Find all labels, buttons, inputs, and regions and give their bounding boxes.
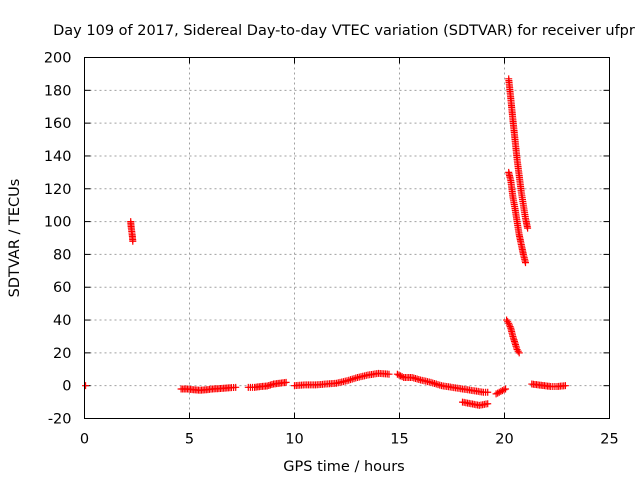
series-decay-20.2-21.0h [505, 168, 529, 267]
x-axis-label: GPS time / hours [283, 459, 404, 475]
data-point [502, 385, 510, 393]
y-tick-label: 200 [44, 51, 72, 67]
x-tick-label: 0 [80, 432, 89, 448]
series-segment-19.6-20.1h [492, 385, 510, 398]
series-dip-18-19.2h [459, 398, 492, 409]
x-tick-label: 10 [285, 432, 303, 448]
data-point [561, 382, 569, 390]
series-drop-20.1-20.7h [503, 316, 523, 357]
data-point [398, 373, 406, 381]
data-point [524, 224, 532, 232]
y-tick-label: 40 [53, 313, 71, 329]
data-point [395, 371, 403, 379]
x-tick-label: 5 [185, 432, 194, 448]
plot-frame [84, 57, 610, 419]
chart-title: Day 109 of 2017, Sidereal Day-to-day VTE… [53, 23, 635, 39]
data-point [514, 347, 522, 355]
data-point [232, 383, 240, 391]
data-point [522, 259, 529, 267]
axis-ticks [84, 57, 610, 419]
data-point [492, 390, 500, 398]
y-tick-label: 80 [53, 247, 71, 263]
data-point [484, 400, 492, 408]
data-point [497, 387, 505, 395]
y-tick-label: 140 [44, 149, 72, 165]
data-point [129, 237, 137, 245]
data-point [506, 323, 514, 331]
data-point [393, 370, 401, 378]
series-baseline-14.9-19.2h [393, 370, 492, 396]
y-tick-label: 0 [62, 379, 71, 395]
data-point [494, 389, 502, 397]
series-decay-20.2-21.1h-peak [505, 75, 532, 232]
series-point-t0 [82, 382, 90, 390]
series-baseline-4.5-7.2h [177, 383, 240, 394]
y-tick-label: 20 [53, 346, 71, 362]
data-point [500, 386, 508, 394]
data-point [495, 388, 503, 396]
x-tick-label: 15 [390, 432, 408, 448]
data-point [505, 321, 513, 329]
series-early-2h [127, 218, 137, 245]
data-point [515, 349, 523, 357]
x-tick-label: 25 [600, 432, 618, 448]
y-tick-label: 60 [53, 280, 71, 296]
y-tick-label: 180 [44, 83, 72, 99]
data-point [397, 372, 405, 380]
data-point [498, 387, 506, 395]
data-points [82, 75, 569, 409]
x-tick-label: 20 [495, 432, 513, 448]
tick-labels: 0 5 10 15 20 25 -20 0 20 40 60 80 100 120 140 160 180 200 [44, 51, 619, 448]
data-point [505, 319, 513, 327]
series-baseline-7.8-9.6h [244, 378, 290, 391]
data-point [282, 378, 290, 386]
grid [84, 57, 610, 419]
y-tick-label: 160 [44, 116, 72, 132]
data-point [484, 388, 492, 396]
y-tick-label: -20 [48, 412, 72, 428]
y-tick-label: 120 [44, 182, 72, 198]
data-point [385, 370, 393, 378]
data-point [82, 382, 90, 390]
y-tick-label: 100 [44, 215, 72, 231]
series-baseline-10-14.5h [291, 369, 393, 390]
series-tail-21.3-22.9h [528, 380, 569, 391]
y-axis-label: SDTVAR / TECUs [7, 179, 23, 298]
